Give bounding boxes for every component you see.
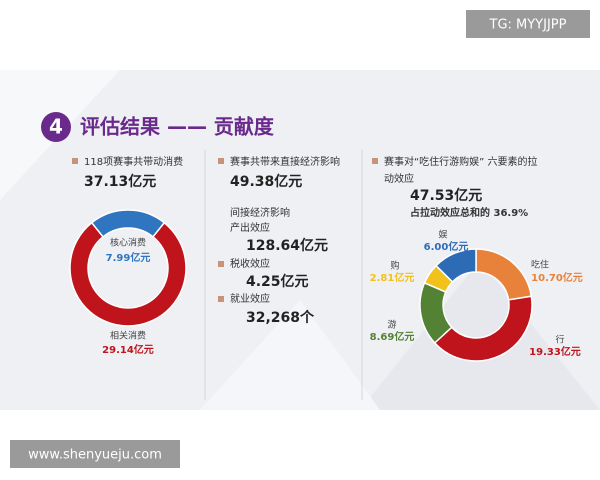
badge-circle bbox=[41, 112, 71, 142]
badge: 4 bbox=[49, 115, 63, 139]
value-label: 8.69亿元 bbox=[370, 330, 415, 343]
label: 税收效应 bbox=[230, 257, 270, 270]
caption: 赛事对“吃住行游购娱” 六要素的拉 bbox=[384, 155, 538, 168]
heading: 评估结果 —— 贡献度 bbox=[80, 115, 275, 139]
bullet bbox=[218, 261, 224, 267]
caption: 赛事共带来直接经济影响 bbox=[230, 155, 340, 168]
donut-segment bbox=[69, 221, 187, 327]
donut-segment bbox=[435, 248, 477, 283]
decor bbox=[200, 300, 380, 410]
share: 占拉动效应总和的 36.9% bbox=[410, 206, 528, 219]
footer-url: www.shenyueju.com bbox=[28, 448, 162, 463]
value: 32,268个 bbox=[246, 309, 315, 326]
donut-segment bbox=[433, 295, 533, 362]
value-label: 29.14亿元 bbox=[102, 343, 154, 356]
watermark: TG: MYYJJPP bbox=[489, 18, 567, 33]
watermark-box bbox=[466, 10, 590, 38]
category-label: 购 bbox=[390, 260, 399, 272]
category-label: 游 bbox=[387, 319, 396, 331]
caption: 动效应 bbox=[384, 172, 414, 185]
category-label: 吃住 bbox=[531, 259, 549, 271]
bullet bbox=[218, 296, 224, 302]
category-label: 相关消费 bbox=[110, 330, 146, 342]
category-label: 娱 bbox=[438, 229, 447, 241]
value: 4.25亿元 bbox=[246, 273, 309, 290]
label: 间接经济影响 bbox=[230, 206, 290, 219]
bullet bbox=[372, 158, 378, 164]
value-label: 10.70亿元 bbox=[531, 271, 583, 284]
decor bbox=[360, 260, 600, 410]
bullets bbox=[72, 158, 378, 302]
total: 37.13亿元 bbox=[84, 173, 156, 190]
total: 47.53亿元 bbox=[410, 187, 482, 204]
category-label: 核心消费 bbox=[110, 237, 146, 249]
caption: 118项赛事共带动消费 bbox=[84, 155, 183, 168]
value-label: 19.33亿元 bbox=[529, 345, 581, 358]
total: 49.38亿元 bbox=[230, 173, 302, 190]
footer-box bbox=[10, 440, 180, 468]
value-label: 7.99亿元 bbox=[106, 251, 151, 264]
label: 产出效应 bbox=[230, 221, 270, 234]
value-label: 2.81亿元 bbox=[370, 271, 415, 284]
category-label: 行 bbox=[555, 334, 564, 346]
label: 就业效应 bbox=[230, 292, 270, 305]
value: 128.64亿元 bbox=[246, 237, 328, 254]
value-label: 6.00亿元 bbox=[424, 240, 469, 253]
bullet bbox=[72, 158, 78, 164]
bullet bbox=[218, 158, 224, 164]
